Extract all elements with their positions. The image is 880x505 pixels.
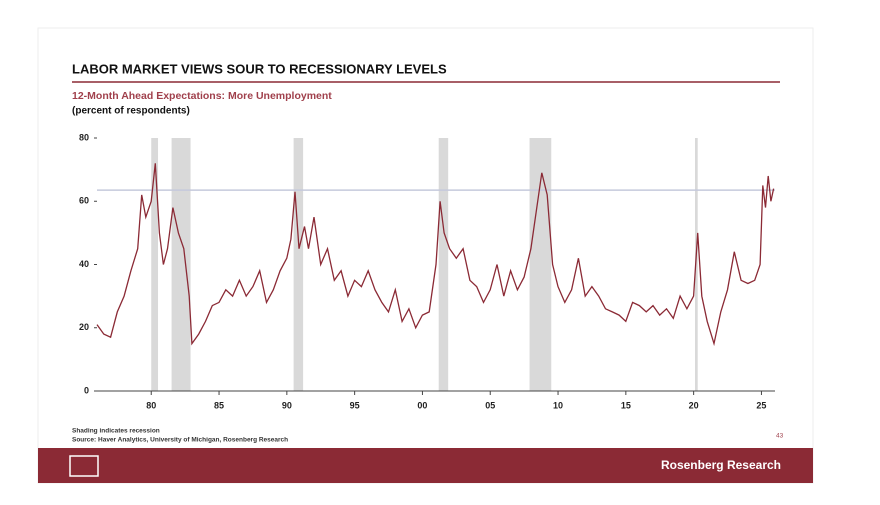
footer-bar — [38, 448, 813, 483]
unit-label: (percent of respondents) — [72, 106, 190, 117]
x-tick-label: 20 — [689, 400, 699, 410]
y-tick-label: 60 — [79, 196, 89, 206]
x-tick-label: 05 — [485, 400, 495, 410]
x-tick-label: 10 — [553, 400, 563, 410]
y-tick-label: 40 — [79, 259, 89, 269]
recession-band — [529, 138, 552, 391]
note: Shading indicates recession — [72, 428, 160, 435]
x-tick-label: 00 — [417, 400, 427, 410]
source: Source: Haver Analytics, University of M… — [72, 437, 288, 444]
recession-band — [694, 138, 698, 391]
x-tick-label: 25 — [756, 400, 766, 410]
x-tick-label: 80 — [146, 400, 156, 410]
x-tick-label: 85 — [214, 400, 224, 410]
slide-background — [37, 27, 814, 484]
brand: Rosenberg Research — [661, 458, 781, 472]
y-tick-label: 20 — [79, 322, 89, 332]
y-tick-label: 0 — [84, 385, 89, 395]
recession-band — [171, 138, 191, 391]
data-line — [96, 163, 775, 347]
recession-band — [438, 138, 449, 391]
recession-band — [151, 138, 159, 391]
y-tick-label: 80 — [79, 132, 89, 142]
x-tick-label: 15 — [621, 400, 631, 410]
plot: 0 20 40 60 80 80 85 90 95 00 05 10 15 20 25 — [79, 132, 775, 410]
chart-title: LABOR MARKET VIEWS SOUR TO RECESSIONARY … — [72, 61, 447, 76]
x-tick-label: 90 — [282, 400, 292, 410]
chart-subtitle: 12-Month Ahead Expectations: More Unempl… — [72, 90, 332, 102]
logo — [69, 455, 99, 477]
recession-band — [293, 138, 304, 391]
x-tick-label: 95 — [350, 400, 360, 410]
page-number: 43 — [776, 433, 784, 440]
